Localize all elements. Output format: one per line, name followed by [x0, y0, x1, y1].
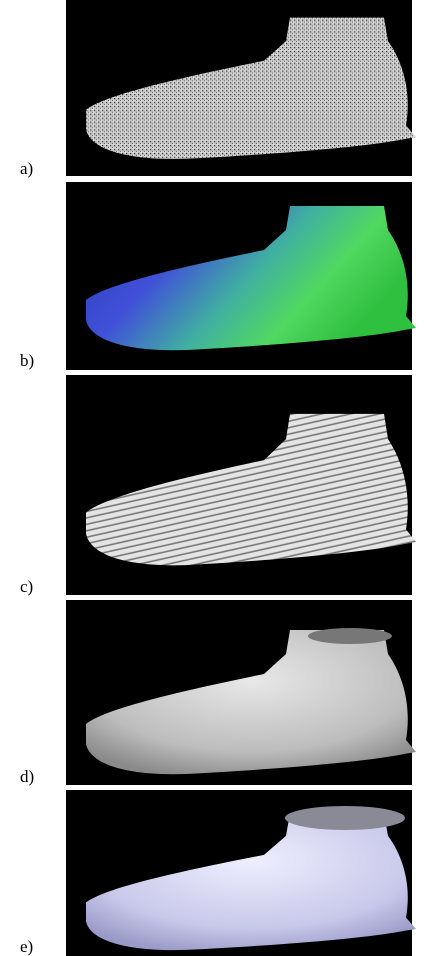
panel-label: e) — [20, 937, 33, 956]
figure: a) b) c) d) e) — [0, 0, 426, 956]
panel-e: e) — [20, 790, 416, 956]
panel-b: b) — [20, 182, 416, 370]
ankle-opening — [308, 628, 392, 644]
panel-label: b) — [20, 351, 34, 370]
panel-label: d) — [20, 767, 34, 786]
panel-label: c) — [20, 577, 33, 596]
ankle-opening — [285, 806, 405, 830]
panel-label: a) — [20, 159, 33, 178]
panel-c: c) — [20, 375, 416, 596]
panel-d: d) — [20, 600, 416, 786]
panel-a: a) — [20, 0, 416, 178]
